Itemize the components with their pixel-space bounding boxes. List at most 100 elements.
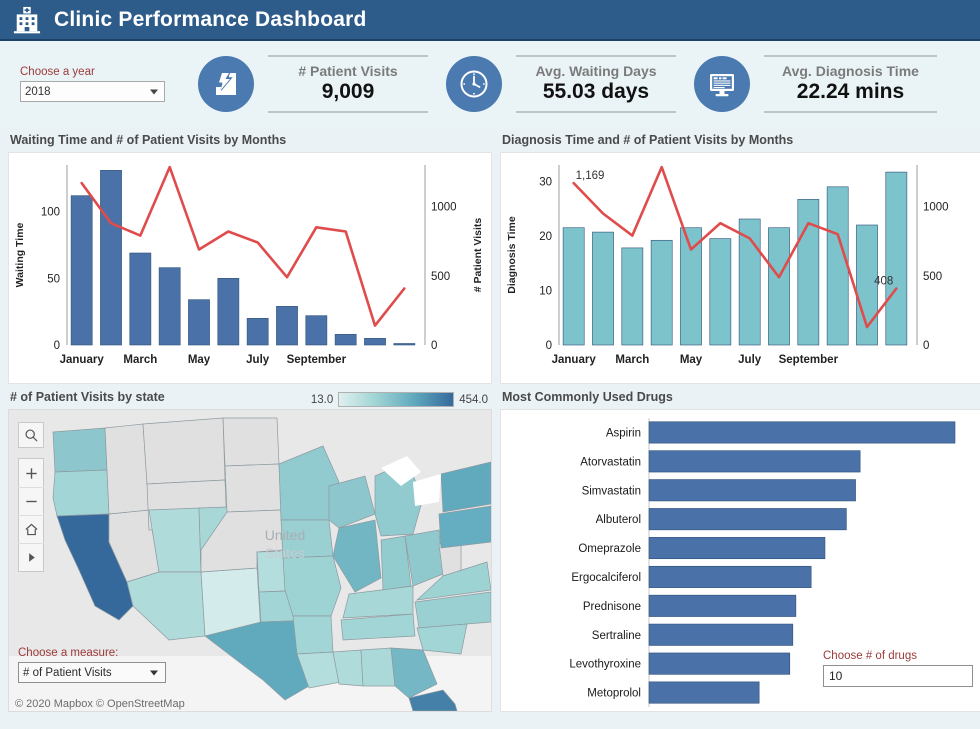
bar-metoprolol[interactable] [648, 681, 760, 704]
y-axis-tick: Ergocalciferol [571, 572, 641, 584]
zoom-out-icon[interactable] [18, 487, 44, 515]
charts-row-top: Waiting Time and # of Patient Visits by … [0, 127, 980, 384]
bar-sertraline[interactable] [648, 623, 794, 646]
bar-ergocalciferol[interactable] [648, 565, 812, 588]
bar-aspirin[interactable] [648, 421, 956, 444]
map-state-wi[interactable] [328, 475, 376, 529]
bar-may[interactable] [680, 227, 702, 346]
map-state-va[interactable] [415, 561, 491, 601]
map-state-ga[interactable] [390, 647, 438, 699]
bar-simvastatin[interactable] [648, 479, 856, 502]
line-series-patient-visits[interactable] [572, 165, 898, 329]
y-axis-left-label: Waiting Time [14, 222, 26, 287]
drugs-panel: Most Commonly Used Drugs Aspirin Atorvast… [500, 390, 980, 712]
map-state-fl[interactable] [408, 689, 458, 711]
map-state-id[interactable] [104, 423, 150, 515]
map-state-pa[interactable] [438, 505, 491, 549]
kpi-label: Avg. Waiting Days [535, 63, 657, 79]
bar-april[interactable] [158, 267, 181, 346]
map-panel-title: # of Patient Visits by state [10, 390, 165, 404]
bar-november[interactable] [856, 224, 878, 346]
map-zoom-controls[interactable] [18, 458, 44, 572]
bar-march[interactable] [621, 247, 644, 346]
kpi-box-diagnosis: Avg. Diagnosis Time 22.24 mins [764, 55, 937, 113]
chevron-down-icon [150, 89, 158, 94]
y-axis-tick: Metoprolol [587, 688, 641, 700]
map-state-in[interactable] [380, 535, 412, 591]
map-state-al[interactable] [360, 647, 396, 687]
map-state-tn[interactable] [340, 613, 416, 641]
bar-november[interactable] [364, 338, 386, 346]
kpi-label: Avg. Diagnosis Time [782, 63, 919, 79]
x-axis-tick: March [123, 354, 157, 366]
clock-icon [460, 70, 488, 98]
zoom-in-icon[interactable] [18, 459, 44, 487]
bar-april[interactable] [650, 239, 673, 346]
bar-august[interactable] [768, 227, 790, 346]
map-state-mo[interactable] [282, 555, 342, 617]
bar-september[interactable] [797, 199, 820, 346]
bar-march[interactable] [129, 252, 152, 346]
bar-levothyroxine[interactable] [648, 652, 791, 675]
year-select[interactable]: 2018 [20, 81, 165, 102]
bar-july[interactable] [738, 218, 761, 346]
app-header: Clinic Performance Dashboard [0, 0, 980, 41]
year-select-value: 2018 [25, 85, 51, 98]
map-state-mt[interactable] [142, 417, 226, 485]
bar-june[interactable] [709, 238, 732, 346]
map-state-sc[interactable] [416, 623, 468, 655]
bar-omeprazole[interactable] [648, 537, 826, 560]
drug-count-value: 10 [829, 669, 843, 683]
bar-may[interactable] [188, 299, 210, 346]
map-state-wa[interactable] [52, 427, 108, 473]
bar-january[interactable] [562, 227, 585, 346]
diagnosis-time-chart[interactable]: 0 10 20 30 0 500 1000 Diagnosis Time January Marc… [500, 152, 980, 384]
bar-december[interactable] [393, 343, 416, 346]
x-axis-tick: July [246, 354, 270, 366]
map-great-lakes-0 [381, 456, 421, 486]
x-axis-tick: July [738, 354, 762, 366]
bar-december[interactable] [885, 171, 908, 346]
y-axis-right-tick: 500 [431, 271, 450, 283]
map-state-sd[interactable] [224, 463, 282, 513]
bar-october[interactable] [826, 186, 849, 346]
map-panel: # of Patient Visits by state 13.0 454.0 … [8, 390, 492, 712]
bar-january[interactable] [70, 195, 93, 346]
y-axis-right-label: # Patient Visits [472, 218, 484, 293]
y-axis-right-tick: 500 [923, 271, 942, 283]
home-icon[interactable] [18, 515, 44, 543]
bar-july[interactable] [246, 318, 269, 346]
waiting-time-chart[interactable]: 0 50 100 0 500 1000 Waiting Time # Patient Visi… [8, 152, 492, 384]
map-state-il[interactable] [332, 519, 382, 593]
kpi-avg-waiting-days: Avg. Waiting Days 55.03 days [446, 55, 676, 113]
bar-atorvastatin[interactable] [648, 450, 861, 473]
map-state-nd[interactable] [222, 417, 280, 467]
map-state-or[interactable] [52, 469, 110, 517]
bar-february[interactable] [100, 170, 122, 346]
y-axis-tick: Simvastatin [582, 485, 641, 497]
bar-september[interactable] [305, 315, 328, 346]
line-series-patient-visits[interactable] [80, 165, 406, 327]
bar-albuterol[interactable] [648, 508, 847, 531]
most-used-drugs-chart[interactable]: Aspirin Atorvastatin Simvastatin Albuterol O… [500, 409, 980, 712]
measure-picker: Choose a measure: # of Patient Visits [18, 647, 166, 683]
bar-february[interactable] [592, 231, 614, 346]
drug-count-label: Choose # of drugs [823, 650, 917, 662]
bar-august[interactable] [276, 306, 298, 346]
y-axis-left-label: Diagnosis Time [506, 216, 518, 294]
pan-icon[interactable] [18, 543, 44, 571]
choropleth-map[interactable]: United States [8, 409, 492, 712]
legend-max-label: 454.0 [459, 393, 488, 406]
measure-select[interactable]: # of Patient Visits [18, 662, 166, 683]
bar-prednisone[interactable] [648, 594, 797, 617]
map-state-nc[interactable] [414, 591, 491, 629]
bar-october[interactable] [334, 334, 357, 346]
search-icon[interactable] [18, 423, 44, 447]
map-state-ar[interactable] [292, 615, 334, 655]
x-axis-tick: May [188, 354, 211, 366]
legend-gradient-bar [338, 392, 455, 407]
bar-june[interactable] [217, 278, 240, 346]
map-state-ny[interactable] [440, 461, 491, 513]
drug-count-input[interactable]: 10 [823, 665, 973, 687]
map-search-control[interactable] [18, 422, 44, 448]
